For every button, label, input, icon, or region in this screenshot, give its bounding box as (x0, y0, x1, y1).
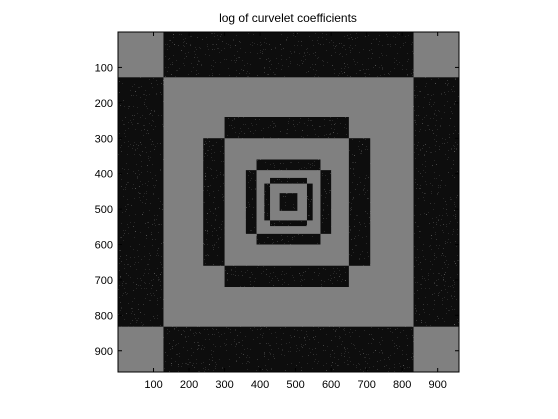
y-tick-label: 900 (95, 346, 113, 358)
plot-area (118, 32, 459, 372)
region-scale-3-top (224, 117, 349, 139)
x-tick-label: 200 (180, 379, 198, 391)
region-scale-2-top (256, 159, 321, 171)
x-tick-label: 800 (393, 379, 411, 391)
x-tick-label: 700 (357, 379, 375, 391)
region-finest-scale-right (413, 77, 459, 327)
region-scale-2-bottom (256, 233, 321, 245)
x-tick-label: 900 (429, 379, 447, 391)
region-finest-scale-left (118, 77, 164, 327)
x-tick-label: 300 (215, 379, 233, 391)
region-scale-1-left (264, 183, 271, 221)
x-tick-label: 500 (286, 379, 304, 391)
x-tick-label: 400 (251, 379, 269, 391)
y-tick-label: 700 (95, 275, 113, 287)
region-scale-3-left (203, 138, 225, 266)
y-tick-label: 800 (95, 310, 113, 322)
region-scale-1-bottom (270, 220, 307, 227)
y-tick-label: 400 (95, 169, 113, 181)
region-scale-2-right (320, 170, 332, 234)
region-finest-scale-top (163, 32, 414, 78)
region-scale-1-top (270, 177, 307, 184)
region-scale-2-left (245, 170, 257, 234)
axes-frame (117, 31, 460, 373)
y-tick-label: 100 (95, 62, 113, 74)
region-coarse-scale-center (279, 193, 298, 211)
y-tick-label: 200 (95, 98, 113, 110)
region-finest-scale-bottom (163, 326, 414, 372)
region-scale-3-bottom (224, 265, 349, 287)
y-tick-label: 300 (95, 133, 113, 145)
region-scale-3-right (348, 138, 371, 266)
x-tick-label: 600 (322, 379, 340, 391)
region-scale-1-right (306, 183, 313, 221)
y-axis: 100 200 300 400 500 600 700 800 900 (95, 62, 459, 358)
chart-title: log of curvelet coefficients (219, 11, 357, 25)
y-tick-label: 500 (95, 204, 113, 216)
x-tick-label: 100 (144, 379, 162, 391)
x-axis: 100 200 300 400 500 600 700 800 900 (144, 32, 447, 391)
y-tick-label: 600 (95, 240, 113, 252)
